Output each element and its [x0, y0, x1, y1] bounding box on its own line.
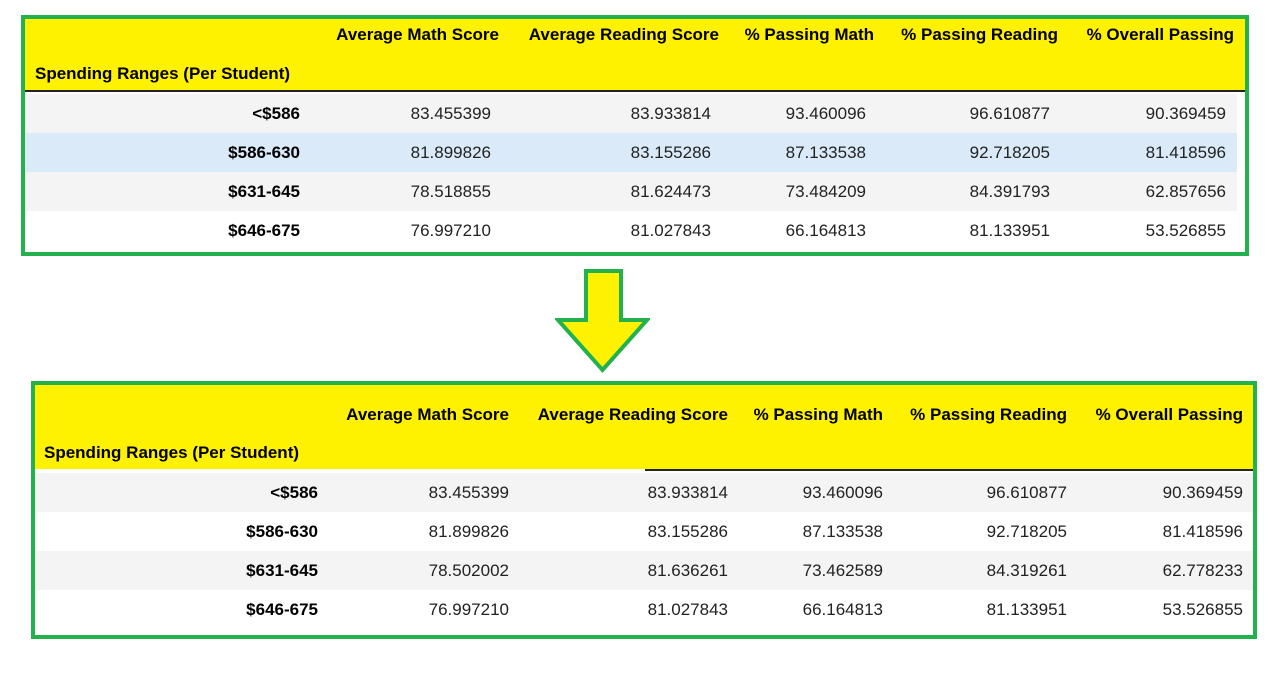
- col-header-pass-reading: % Passing Reading: [901, 25, 1058, 44]
- index-header: Spending Ranges (Per Student): [35, 64, 291, 83]
- table-row: $631-645 78.518855 81.624473 73.484209 84.39…: [25, 172, 1237, 211]
- cell-avg-reading: 83.933814: [647, 483, 728, 502]
- row-label: $646-675: [228, 221, 300, 240]
- cell-pass-math: 93.460096: [785, 104, 866, 123]
- cell-avg-reading: 81.636261: [647, 561, 728, 580]
- cell-avg-math: 83.455399: [428, 483, 509, 502]
- table-panel-top: Average Math Score Average Reading Score…: [21, 15, 1249, 256]
- cell-overall: 81.418596: [1145, 143, 1226, 162]
- cell-avg-reading: 81.624473: [630, 182, 711, 201]
- cell-pass-reading: 96.610877: [969, 104, 1050, 123]
- cell-overall: 53.526855: [1162, 600, 1243, 619]
- table-row: $631-645 78.502002 81.636261 73.462589 84.31…: [35, 551, 1253, 590]
- cell-pass-reading: 96.610877: [986, 483, 1067, 502]
- row-label: $646-675: [246, 600, 318, 619]
- cell-avg-math: 78.518855: [410, 182, 491, 201]
- col-header-avg-math: Average Math Score: [336, 25, 499, 44]
- cell-avg-reading: 83.933814: [630, 104, 711, 123]
- cell-pass-math: 87.133538: [802, 522, 883, 541]
- col-header-overall: % Overall Passing: [1086, 25, 1234, 44]
- cell-avg-math: 76.997210: [428, 600, 509, 619]
- table-row: <$586 83.455399 83.933814 93.460096 96.61087…: [25, 94, 1237, 133]
- cell-pass-reading: 81.133951: [986, 600, 1067, 619]
- col-header-pass-reading: % Passing Reading: [910, 405, 1067, 424]
- down-arrow-icon: [555, 269, 650, 374]
- cell-overall: 62.778233: [1162, 561, 1243, 580]
- cell-avg-math: 83.455399: [410, 104, 491, 123]
- cell-pass-math: 93.460096: [802, 483, 883, 502]
- cell-avg-math: 81.899826: [428, 522, 509, 541]
- cell-pass-reading: 84.391793: [969, 182, 1050, 201]
- row-label: $586-630: [246, 522, 318, 541]
- cell-avg-reading: 81.027843: [630, 221, 711, 240]
- table-row: $586-630 81.899826 83.155286 87.133538 92.71…: [25, 133, 1237, 172]
- col-header-avg-reading: Average Reading Score: [537, 405, 728, 424]
- cell-overall: 90.369459: [1162, 483, 1243, 502]
- cell-avg-math: 78.502002: [428, 561, 509, 580]
- cell-overall: 81.418596: [1162, 522, 1243, 541]
- cell-overall: 53.526855: [1145, 221, 1226, 240]
- col-header-avg-reading: Average Reading Score: [528, 25, 719, 44]
- cell-pass-reading: 92.718205: [969, 143, 1050, 162]
- cell-pass-math: 73.484209: [785, 182, 866, 201]
- table-panel-bottom: Average Math Score Average Reading Score…: [31, 381, 1257, 639]
- table-row: $646-675 76.997210 81.027843 66.164813 81.13…: [35, 590, 1253, 629]
- col-header-pass-math: % Passing Math: [744, 25, 874, 44]
- row-label: <$586: [270, 483, 318, 502]
- table-header: Average Math Score Average Reading Score…: [25, 19, 1245, 90]
- row-label: $631-645: [246, 561, 318, 580]
- table-row: $586-630 81.899826 83.155286 87.133538 92.71…: [35, 512, 1253, 551]
- cell-overall: 90.369459: [1145, 104, 1226, 123]
- row-label: <$586: [252, 104, 300, 123]
- cell-overall: 62.857656: [1145, 182, 1226, 201]
- col-header-avg-math: Average Math Score: [346, 405, 509, 424]
- cell-avg-math: 76.997210: [410, 221, 491, 240]
- cell-pass-math: 73.462589: [802, 561, 883, 580]
- table-header: Average Math Score Average Reading Score…: [35, 385, 1253, 469]
- cell-pass-math: 66.164813: [802, 600, 883, 619]
- header-divider: [25, 90, 1245, 92]
- cell-pass-math: 87.133538: [785, 143, 866, 162]
- index-header: Spending Ranges (Per Student): [44, 443, 300, 462]
- cell-pass-reading: 92.718205: [986, 522, 1067, 541]
- cell-pass-reading: 84.319261: [986, 561, 1067, 580]
- cell-avg-reading: 83.155286: [647, 522, 728, 541]
- col-header-overall: % Overall Passing: [1095, 405, 1243, 424]
- table-row: $646-675 76.997210 81.027843 66.164813 81.13…: [25, 211, 1237, 250]
- cell-avg-reading: 83.155286: [630, 143, 711, 162]
- row-label: $631-645: [228, 182, 300, 201]
- row-label: $586-630: [228, 143, 300, 162]
- header-divider: [645, 469, 1253, 471]
- cell-pass-reading: 81.133951: [969, 221, 1050, 240]
- cell-avg-reading: 81.027843: [647, 600, 728, 619]
- table-row: <$586 83.455399 83.933814 93.460096 96.61087…: [35, 473, 1253, 512]
- col-header-pass-math: % Passing Math: [753, 405, 883, 424]
- cell-pass-math: 66.164813: [785, 221, 866, 240]
- cell-avg-math: 81.899826: [410, 143, 491, 162]
